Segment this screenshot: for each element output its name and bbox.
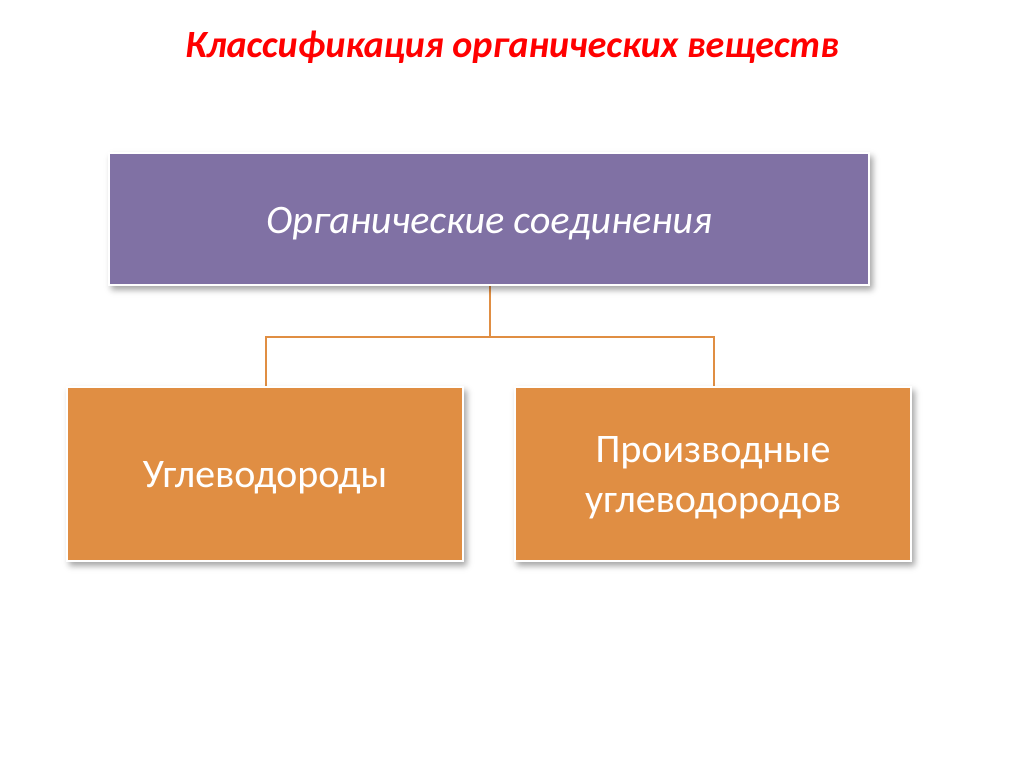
node-child-1: Производные углеводородов bbox=[514, 386, 912, 562]
connector-root-stem bbox=[489, 286, 491, 336]
connector-right-drop bbox=[713, 336, 715, 386]
connector-left-drop bbox=[265, 336, 267, 386]
node-root: Органические соединения bbox=[108, 152, 870, 286]
node-child-0-label: Углеводороды bbox=[143, 449, 387, 499]
slide-title: Классификация органических веществ bbox=[0, 22, 1024, 68]
node-root-label: Органические соединения bbox=[266, 195, 712, 244]
connector-horizontal-bar bbox=[265, 336, 715, 338]
node-child-1-label: Производные углеводородов bbox=[526, 424, 900, 524]
slide: Классификация органических веществ Орган… bbox=[0, 0, 1024, 767]
node-child-0: Углеводороды bbox=[66, 386, 464, 562]
